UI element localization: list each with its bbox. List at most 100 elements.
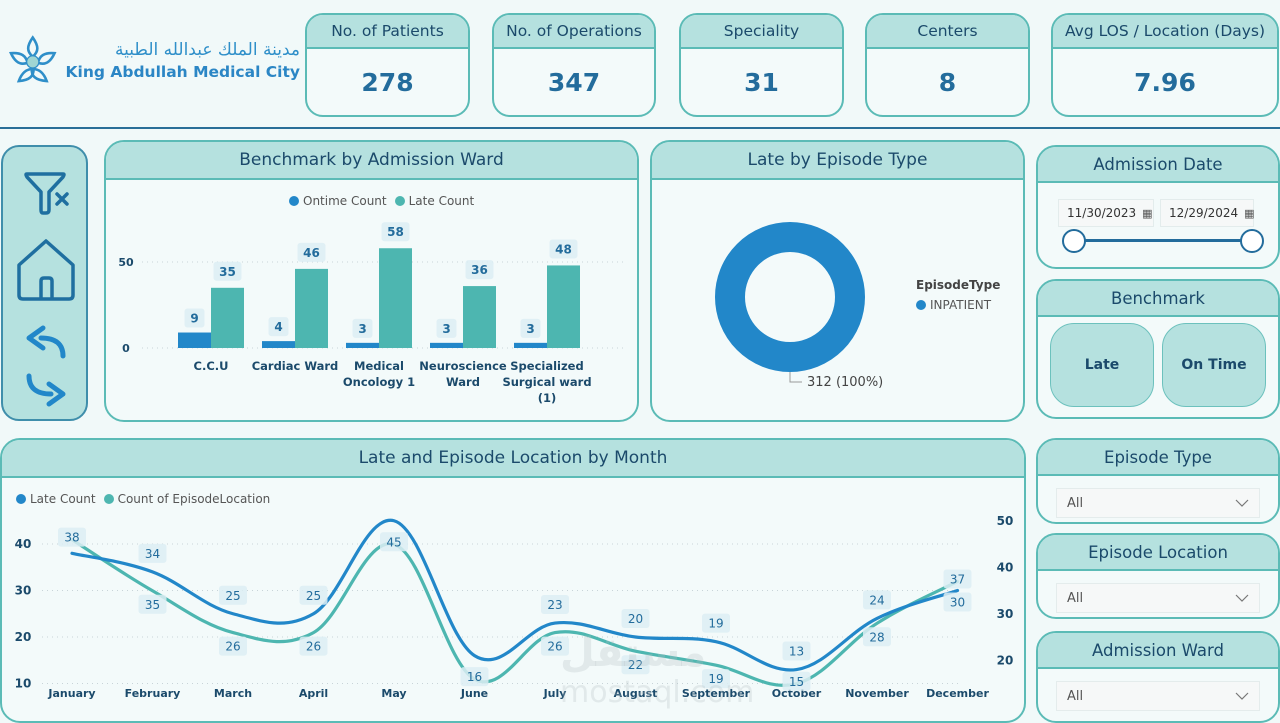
x-category-label: Ward [446,375,480,389]
line-data-label: 34 [145,547,160,561]
bar-data-label-bg [352,318,373,338]
line-data-label: 25 [306,589,321,603]
end-date-value: 12/29/2024 [1169,206,1239,220]
donut-legend-item[interactable]: INPATIENT [916,298,991,312]
line-data-label: 20 [628,612,643,626]
kpi-label: Centers [867,15,1028,49]
x-category-label: Surgical ward [502,375,591,389]
bar-data-label: 46 [303,246,320,260]
line-data-label-bg [219,636,247,656]
chevron-down-icon [1235,594,1249,602]
legend-swatch-inpatient [916,300,926,310]
end-date-handle[interactable] [1240,229,1264,253]
line-data-label-bg [782,671,811,691]
line-data-label-bg [58,527,86,547]
slicer-title: Admission Ward [1038,633,1278,669]
navigation-panel [1,145,88,421]
line-chart-plot: 10 20 30 40 20 30 40 50 January February March Apri… [15,514,1014,700]
admission-ward-dropdown[interactable]: All [1056,681,1260,711]
header-divider [0,127,1280,129]
clear-filters-button[interactable] [11,155,80,229]
line-data-label: 38 [64,531,79,545]
star-flower-logo-icon [9,35,57,83]
bar-data-label: 58 [387,225,404,239]
line-data-label-bg [702,613,730,633]
slicer-title: Admission Date [1038,147,1278,183]
logo-arabic-text: مدينة الملك عبدالله الطبية [115,40,300,60]
admission-date-slicer: Admission Date 11/30/2023 ▦ 12/29/2024 ▦ [1036,145,1280,269]
line-data-label: 25 [225,589,240,603]
legend-swatch-episode-location [103,494,114,504]
episode-location-dropdown[interactable]: All [1056,583,1260,613]
back-arrow-icon [26,325,65,359]
bar-data-label: 36 [471,263,488,277]
episode-type-chart-panel: Late by Episode Type 312 (100%) EpisodeT… [650,140,1025,422]
episode-type-slicer: Episode Type All [1036,438,1280,524]
start-date-handle[interactable] [1062,229,1086,253]
end-date-input[interactable]: 12/29/2024 ▦ [1160,199,1255,227]
x-month-label: June [460,687,488,700]
episode-type-dropdown[interactable]: All [1056,488,1260,518]
legend-label-episode-location: Count of EpisodeLocation [117,492,271,506]
x-month-label: July [543,687,567,700]
forward-button[interactable] [11,367,80,413]
start-date-input[interactable]: 11/30/2023 ▦ [1058,199,1154,227]
benchmark-on-time-button[interactable]: On Time [1162,323,1266,407]
benchmark-late-button[interactable]: Late [1050,323,1154,407]
bar-ontime [346,342,379,348]
line-data-label: 22 [628,658,643,672]
kpi-card-operations: No. of Operations 347 [492,13,656,117]
line-data-label: 30 [950,596,965,610]
line-data-label-bg [621,609,650,628]
legend-swatch-late [394,196,405,206]
line-data-label: 19 [708,672,723,686]
kpi-card-patients: No. of Patients 278 [305,13,470,117]
kpi-label: Speciality [681,15,842,49]
chart-title: Late and Episode Location by Month [2,440,1024,478]
chart-title: Benchmark by Admission Ward [106,142,637,180]
legend-label-late: Late Count [408,194,475,208]
legend-label-late: Late Count [30,492,96,506]
line-data-label: 15 [789,675,804,689]
home-button[interactable] [11,231,80,307]
x-category-label: C.C.U [194,359,229,373]
y-tick-label: 50 [118,256,134,269]
line-series-late-count [70,518,960,672]
back-button[interactable] [11,319,80,365]
y-left-tick-label: 10 [15,677,32,691]
x-month-label: March [214,687,252,700]
slicer-title: Episode Location [1038,535,1278,571]
kpi-label: No. of Patients [307,15,468,49]
date-range-track[interactable] [1074,239,1252,242]
logo-english-text: King Abdullah Medical City [65,63,301,81]
line-data-label: 28 [869,630,884,644]
bar-data-label-bg [549,239,578,259]
chevron-down-icon [1235,692,1249,700]
clear-filter-icon [23,172,69,215]
bar-late [295,268,328,348]
bar-data-label: 9 [190,312,198,326]
legend-swatch-ontime [289,196,299,206]
chart-legend: Late Count Count of EpisodeLocation [16,492,270,506]
line-data-label: 24 [869,593,884,607]
kpi-card-centers: Centers 8 [865,13,1030,117]
data-label-leader [789,372,802,383]
x-category-label: Cardiac Ward [252,359,339,373]
x-month-label: December [926,687,989,700]
bar-data-label-bg [436,318,457,338]
line-data-label-bg [943,569,972,589]
legend-label-inpatient: INPATIENT [930,298,992,312]
kpi-label: No. of Operations [494,15,654,49]
dropdown-value: All [1067,590,1084,606]
benchmark-chart-panel: Benchmark by Admission Ward Ontime Count… [104,140,639,422]
line-data-label-bg [863,590,891,610]
line-data-label-bg [460,667,489,687]
slicer-title: Episode Type [1038,440,1278,476]
line-data-label: 35 [145,598,160,612]
y-tick-label: 0 [122,342,130,355]
line-data-label-bg [621,655,650,675]
bar-late [547,265,580,348]
chevron-down-icon [1235,499,1249,507]
line-data-label-bg [863,627,891,647]
chart-title: Late by Episode Type [652,142,1023,180]
